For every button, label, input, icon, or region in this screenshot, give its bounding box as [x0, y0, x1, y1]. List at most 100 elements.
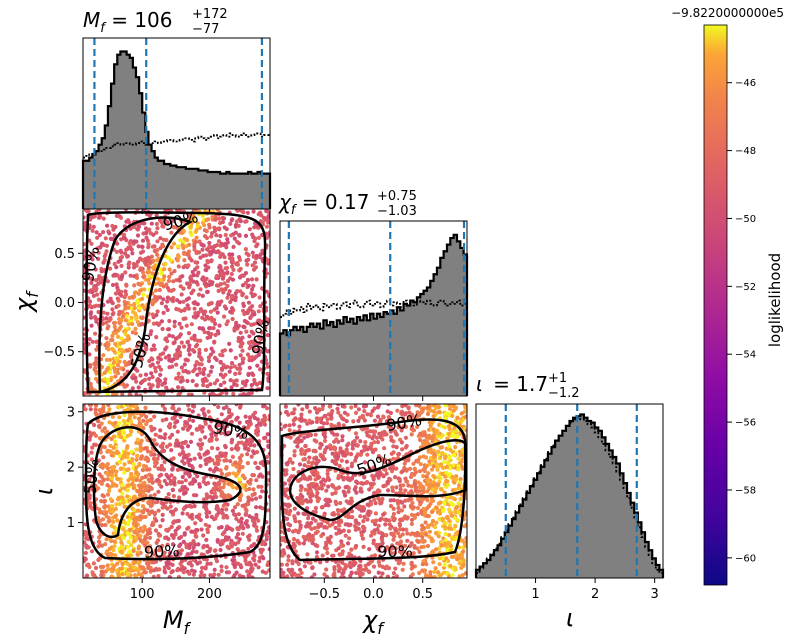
scatter-mass-spin-point	[158, 372, 163, 377]
scatter-spin-inclination-point	[372, 528, 377, 533]
scatter-mass-inclination-point	[151, 574, 156, 578]
hist-spin-bar	[453, 234, 458, 396]
scatter-spin-inclination-point	[301, 541, 306, 546]
scatter-mass-inclination-point	[99, 410, 104, 415]
scatter-mass-spin-point	[87, 352, 92, 357]
scatter-mass-spin-point	[94, 356, 99, 361]
scatter-spin-inclination-point	[404, 468, 409, 473]
scatter-mass-inclination-point	[109, 569, 115, 574]
scatter-mass-spin-point	[181, 228, 186, 233]
scatter-spin-inclination-point	[417, 469, 423, 474]
scatter-mass-spin-point	[185, 238, 190, 243]
scatter-mass-inclination-point	[259, 550, 264, 555]
scatter-mass-spin-point	[110, 223, 115, 229]
scatter-mass-spin-point	[223, 372, 228, 377]
scatter-mass-inclination-point	[149, 450, 154, 455]
scatter-mass-inclination-point	[135, 437, 140, 442]
scatter-mass-inclination-point	[198, 573, 203, 578]
scatter-mass-spin-point	[132, 305, 137, 311]
scatter-mass-inclination-point	[113, 553, 118, 558]
scatter-mass-spin-point	[247, 365, 252, 370]
scatter-mass-inclination-point	[182, 566, 187, 571]
scatter-mass-inclination-point	[187, 417, 192, 422]
scatter-mass-spin-point	[225, 283, 230, 289]
scatter-mass-inclination-point	[183, 490, 188, 495]
scatter-mass-spin-point	[185, 339, 191, 344]
scatter-mass-inclination-point	[99, 569, 105, 574]
scatter-spin-inclination-point	[406, 406, 411, 411]
scatter-spin-inclination-point	[313, 509, 318, 515]
scatter-mass-inclination-point	[261, 404, 266, 409]
hist-mass-bar	[223, 173, 227, 209]
scatter-mass-inclination-point	[154, 518, 159, 523]
scatter-mass-inclination-point	[145, 540, 150, 545]
scatter-mass-spin-point	[256, 309, 261, 314]
scatter-mass-spin-point	[128, 273, 133, 278]
scatter-mass-spin-point	[123, 318, 128, 323]
scatter-mass-spin-point	[217, 265, 222, 270]
scatter-mass-inclination-point	[165, 444, 170, 449]
scatter-mass-spin-point	[213, 217, 218, 222]
hist-spin-bar	[300, 326, 304, 396]
scatter-mass-spin-point	[134, 344, 140, 349]
scatter-mass-inclination-point	[216, 404, 221, 410]
scatter-mass-inclination-point	[120, 431, 125, 436]
scatter-mass-spin-point	[179, 292, 184, 297]
scatter-mass-inclination-point	[152, 426, 157, 431]
scatter-mass-inclination-point	[129, 568, 134, 573]
scatter-mass-spin-point	[169, 230, 174, 235]
scatter-mass-spin-point	[127, 241, 132, 246]
scatter-mass-inclination-point	[209, 445, 215, 451]
scatter-mass-inclination-point	[237, 498, 243, 503]
hist-inclination-bar	[641, 532, 646, 578]
scatter-spin-inclination-point	[388, 498, 393, 503]
scatter-mass-spin-point	[105, 311, 110, 316]
scatter-mass-spin-point	[204, 253, 209, 258]
scatter-spin-inclination-point	[411, 505, 416, 510]
scatter-spin-inclination-point	[409, 566, 414, 571]
scatter-spin-inclination-point	[313, 448, 318, 453]
scatter-mass-spin-point	[238, 353, 243, 358]
scatter-spin-inclination-point	[456, 467, 461, 472]
scatter-mass-spin-point	[146, 265, 151, 270]
scatter-mass-spin-point	[110, 307, 115, 312]
scatter-mass-inclination-point	[160, 418, 165, 423]
scatter-mass-inclination-point	[164, 472, 169, 477]
scatter-mass-spin-point	[194, 280, 199, 285]
scatter-mass-inclination-point	[267, 413, 270, 418]
scatter-spin-inclination-point	[436, 501, 441, 506]
scatter-spin-inclination-point	[285, 574, 290, 578]
scatter-spin-inclination-point	[363, 563, 368, 568]
scatter-mass-inclination-point	[171, 519, 176, 525]
scatter-mass-spin-point	[141, 274, 146, 279]
scatter-mass-spin-point	[153, 365, 158, 370]
scatter-mass-spin-point	[229, 361, 235, 366]
scatter-mass-inclination-point	[152, 452, 157, 457]
scatter-mass-inclination-point	[186, 452, 191, 457]
scatter-mass-spin-point	[195, 273, 200, 278]
scatter-mass-spin-point	[228, 299, 233, 305]
scatter-mass-spin-point	[213, 321, 218, 326]
scatter-mass-spin-point	[204, 378, 209, 383]
scatter-mass-inclination-point	[244, 419, 250, 425]
scatter-mass-spin-point	[152, 347, 157, 352]
scatter-mass-inclination-point	[136, 544, 142, 549]
scatter-mass-inclination-point	[260, 542, 265, 547]
scatter-mass-inclination-point	[85, 573, 90, 578]
hist-inclination-bar	[627, 492, 632, 578]
scatter-spin-inclination-point	[314, 487, 319, 492]
scatter-mass-spin-point	[148, 386, 153, 391]
scatter-spin-inclination-point	[282, 424, 287, 429]
scatter-mass-inclination-point	[125, 545, 131, 550]
scatter-mass-inclination-point	[195, 474, 200, 479]
scatter-mass-inclination-point	[160, 518, 165, 523]
scatter-mass-inclination-point	[233, 460, 238, 465]
scatter-mass-inclination-point	[190, 466, 195, 471]
scatter-spin-inclination-point	[432, 490, 438, 495]
scatter-mass-spin-point	[91, 293, 96, 298]
scatter-mass-inclination-point	[198, 455, 203, 460]
scatter-mass-spin-point	[258, 348, 263, 353]
scatter-mass-inclination-point	[194, 549, 199, 555]
scatter-mass-spin-point	[94, 371, 99, 376]
scatter-mass-inclination-point	[176, 575, 182, 578]
